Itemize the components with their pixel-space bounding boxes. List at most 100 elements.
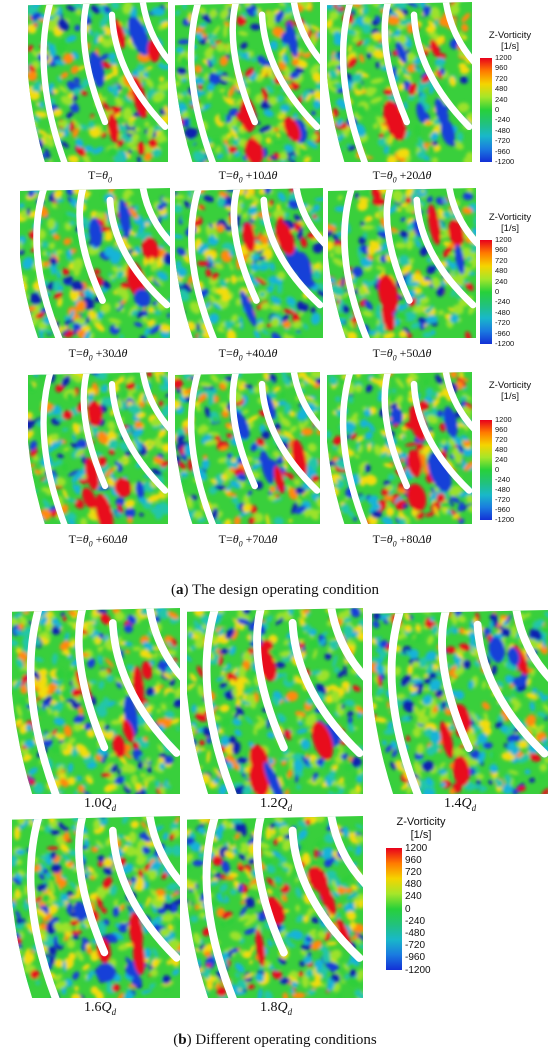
vorticity-contour bbox=[327, 2, 472, 162]
legend-tick-label: -240 bbox=[495, 475, 511, 484]
legend-tick-label: 1200 bbox=[495, 53, 512, 62]
legend-tick-label: 960 bbox=[495, 63, 508, 73]
panel-label-b-4: 1.6Qd bbox=[83, 1000, 117, 1017]
vorticity-contour bbox=[28, 2, 168, 162]
caption-a-text: The design operating condition bbox=[191, 582, 380, 598]
panel-b-5 bbox=[187, 816, 363, 998]
legend-tick-label: 240 bbox=[495, 276, 508, 286]
legend-tick-label: -480 bbox=[495, 485, 511, 494]
panel-label-a-2: T=θ0 +10Δθ bbox=[218, 168, 278, 185]
caption-b-letter: b bbox=[178, 1032, 187, 1048]
panel-label-b-5: 1.8Qd bbox=[259, 1000, 293, 1017]
legend-a-3: Z-Vorticity [1/s] 1200 960 720 480 240 0 -240-… bbox=[478, 380, 548, 524]
legend-tick-label: 480 bbox=[495, 266, 508, 276]
legend-tick-label: 720 bbox=[405, 866, 422, 878]
vorticity-contour bbox=[20, 188, 170, 338]
legend-tick-label: 960 bbox=[405, 854, 422, 866]
vorticity-contour bbox=[175, 2, 320, 162]
legend-tick-label: -480 bbox=[495, 307, 511, 317]
legend-tick-label: 1200 bbox=[495, 235, 512, 244]
vorticity-contour bbox=[12, 816, 180, 998]
vorticity-contour bbox=[12, 608, 180, 794]
panel-b-2 bbox=[187, 608, 363, 794]
legend-tick-label: 240 bbox=[495, 455, 508, 464]
panel-a-8 bbox=[175, 372, 320, 524]
panel-label-a-7: T=θ0 +60Δθ bbox=[68, 532, 128, 549]
legend-tick-label: 0 bbox=[405, 903, 411, 915]
legend-tick-label: -1200 bbox=[495, 339, 515, 348]
legend-tick-label: 1200 bbox=[405, 842, 428, 854]
legend-tick-label: 960 bbox=[495, 425, 508, 434]
legend-tick-label: -720 bbox=[495, 136, 511, 146]
legend-tick-label: -720 bbox=[495, 318, 511, 328]
panel-label-a-4: T=θ0 +30Δθ bbox=[68, 346, 128, 363]
legend-a-1: Z-Vorticity [1/s] 1200 960 720 480 240 0 -240-… bbox=[478, 30, 548, 166]
legend-tick-label: 480 bbox=[405, 879, 422, 891]
legend-title: Z-Vorticity bbox=[488, 30, 532, 41]
legend-unit: [1/s] bbox=[410, 829, 432, 841]
vorticity-contour bbox=[372, 610, 548, 794]
panel-a-1 bbox=[28, 2, 168, 162]
panel-label-b-1: 1.0Qd bbox=[83, 796, 117, 813]
legend-tick-label: -240 bbox=[495, 297, 511, 307]
legend-tick-label: -960 bbox=[495, 328, 511, 338]
legend-tick-label: -960 bbox=[405, 952, 426, 964]
legend-tick-label: 720 bbox=[495, 255, 508, 265]
caption-b-text: Different operating conditions bbox=[195, 1032, 377, 1048]
legend-tick-label: -720 bbox=[495, 495, 511, 504]
legend-tick-label: -480 bbox=[405, 927, 426, 939]
legend-unit: [1/s] bbox=[501, 223, 519, 234]
legend-title: Z-Vorticity bbox=[396, 816, 446, 828]
panel-b-3 bbox=[372, 610, 548, 794]
panel-a-9 bbox=[327, 372, 472, 524]
legend-tick-label: -240 bbox=[405, 915, 426, 927]
panel-label-a-8: T=θ0 +70Δθ bbox=[218, 532, 278, 549]
panel-a-7 bbox=[28, 372, 168, 524]
colorbar bbox=[480, 420, 492, 520]
legend-tick-label: 0 bbox=[495, 465, 500, 474]
panel-a-3 bbox=[327, 2, 472, 162]
legend-unit: [1/s] bbox=[501, 391, 519, 402]
colorbar bbox=[480, 240, 492, 344]
vorticity-contour bbox=[175, 188, 323, 338]
legend-tick-label: -480 bbox=[495, 125, 511, 135]
legend-tick-label: 720 bbox=[495, 435, 508, 444]
panel-label-b-2: 1.2Qd bbox=[259, 796, 293, 813]
panel-label-a-1: T=θ0 bbox=[87, 168, 112, 185]
legend-tick-label: 240 bbox=[405, 891, 422, 903]
legend-tick-label: 960 bbox=[495, 245, 508, 255]
vorticity-contour bbox=[187, 816, 363, 998]
panel-b-1 bbox=[12, 608, 180, 794]
vorticity-contour bbox=[187, 608, 363, 794]
legend-unit: [1/s] bbox=[501, 41, 519, 52]
vorticity-contour bbox=[28, 372, 168, 524]
panel-label-a-5: T=θ0 +40Δθ bbox=[218, 346, 278, 363]
legend-tick-label: 480 bbox=[495, 445, 508, 454]
panel-label-a-3: T=θ0 +20Δθ bbox=[372, 168, 432, 185]
legend-tick-label: 720 bbox=[495, 73, 508, 83]
caption-a: (a) The design operating condition bbox=[170, 582, 380, 598]
panel-label-a-9: T=θ0 +80Δθ bbox=[372, 532, 432, 549]
vorticity-contour bbox=[175, 372, 320, 524]
legend-tick-label: 480 bbox=[495, 84, 508, 94]
legend-tick-label: 240 bbox=[495, 94, 508, 104]
legend-tick-label: 1200 bbox=[495, 415, 512, 424]
legend-a-2: Z-Vorticity [1/s] 1200 960 720 480 240 0 -240-… bbox=[478, 212, 548, 348]
panel-a-5 bbox=[175, 188, 323, 338]
legend-tick-label: -960 bbox=[495, 505, 511, 514]
vorticity-contour bbox=[327, 372, 472, 524]
legend-tick-label: -1200 bbox=[405, 964, 431, 976]
colorbar bbox=[480, 58, 492, 162]
caption-a-letter: a bbox=[175, 582, 184, 598]
legend-title: Z-Vorticity bbox=[488, 380, 532, 391]
vorticity-contour bbox=[328, 188, 476, 338]
caption-b: (b) Different operating conditions bbox=[173, 1032, 377, 1048]
legend-tick-label: 0 bbox=[495, 105, 500, 114]
colorbar bbox=[386, 848, 402, 970]
panel-label-b-3: 1.4Qd bbox=[443, 796, 477, 813]
legend-title: Z-Vorticity bbox=[488, 212, 532, 223]
legend-tick-label: 0 bbox=[495, 287, 500, 296]
panel-a-2 bbox=[175, 2, 320, 162]
legend-tick-label: -960 bbox=[495, 146, 511, 156]
legend-tick-label: -1200 bbox=[495, 515, 515, 524]
